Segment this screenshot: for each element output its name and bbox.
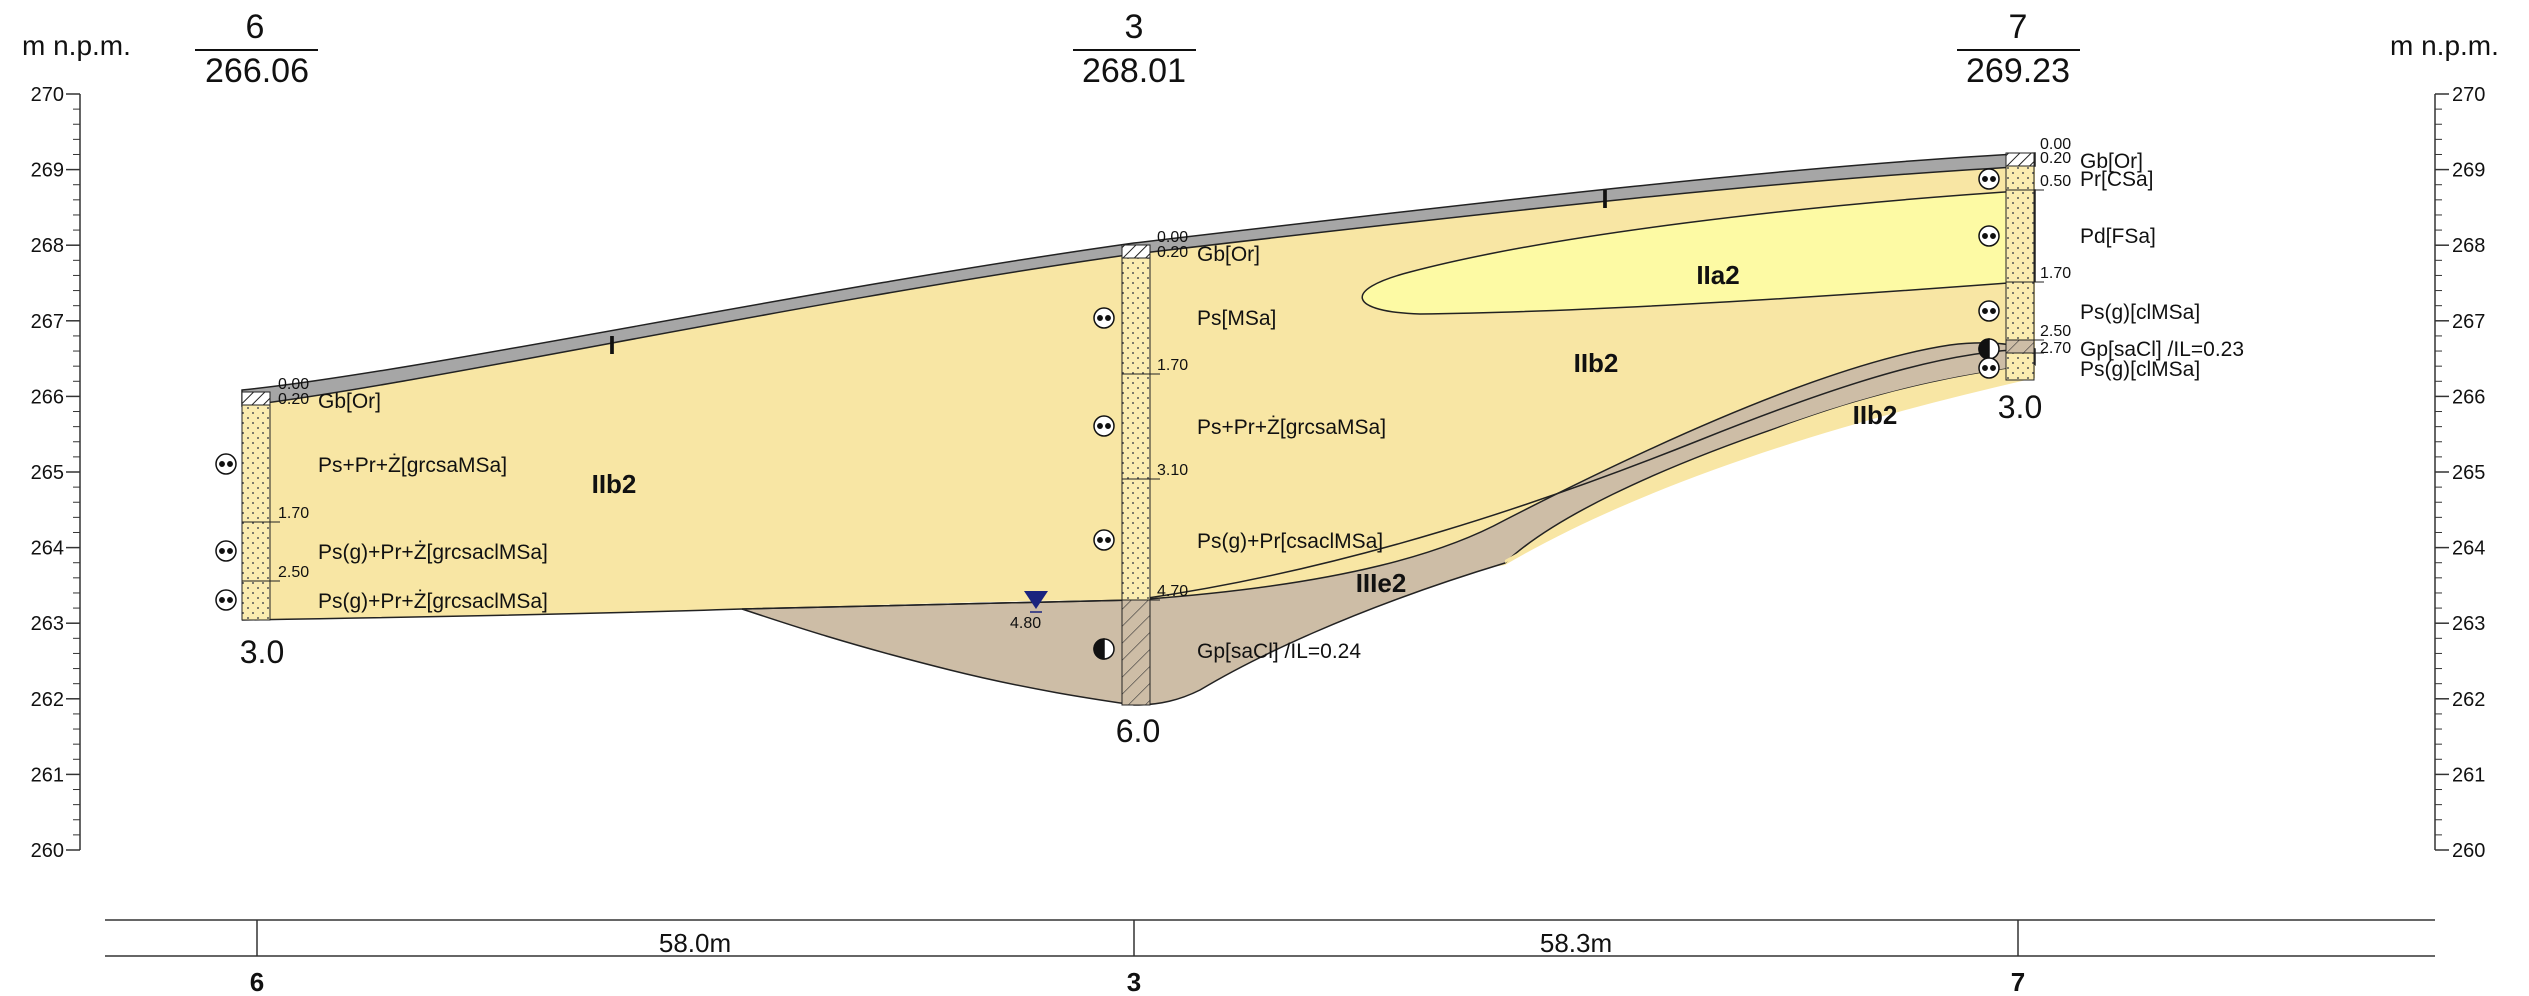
axis-tick-label: 266	[31, 386, 64, 408]
axis-tick-label: 268	[31, 235, 64, 257]
depth-mark: 3.10	[1157, 462, 1188, 479]
left-unit-label: m n.p.m.	[22, 30, 131, 61]
depth-mark: 0.20	[1157, 244, 1188, 261]
depth-mark: 2.50	[278, 564, 309, 581]
borehole-depth-3: 6.0	[1116, 713, 1160, 749]
left-axis-ticks: 270 269 268 267 266 265 264 263 262 261 260	[31, 84, 80, 862]
borehole-header-3: 3 268.01	[1073, 8, 1196, 90]
zone-label: IIb2	[1574, 348, 1619, 378]
depth-mark: 4.70	[1157, 583, 1188, 600]
axis-tick-label: 268	[2452, 235, 2485, 257]
depth-mark: 1.70	[278, 505, 309, 522]
borehole-header-6: 6 266.06	[195, 8, 318, 90]
svg-text:269.23: 269.23	[1966, 52, 2070, 90]
depth-mark: 0.20	[2040, 150, 2071, 167]
topsoil-layer-i	[241, 152, 2036, 407]
layer-label: Ps[MSa]	[1197, 307, 1276, 330]
layer-label: Gb[Or]	[1197, 243, 1260, 266]
sand-lower-boundary	[1505, 365, 2035, 563]
layer-label: Pd[FSa]	[2080, 225, 2156, 248]
groundwater-marker: 4.80	[1010, 591, 1048, 632]
axis-tick-label: 264	[2452, 538, 2485, 560]
axis-tick-label: 270	[2452, 84, 2485, 106]
axis-tick-label: 267	[31, 311, 64, 333]
axis-tick-label: 260	[2452, 840, 2485, 862]
zone-label: IIb2	[1853, 400, 1898, 430]
borehole-id-bottom: 6	[250, 967, 264, 996]
depth-mark: 0.20	[278, 391, 309, 408]
right-unit-label: m n.p.m.	[2390, 30, 2499, 61]
axis-tick-label: 269	[2452, 160, 2485, 182]
layer-label: Ps(g)[clMSa]	[2080, 301, 2200, 324]
axis-tick-label: 263	[2452, 613, 2485, 635]
depth-mark: 0.00	[1157, 229, 1188, 246]
axis-tick-label: 264	[31, 538, 64, 560]
zone-label: I	[1601, 184, 1608, 214]
zone-label: IIb2	[592, 469, 637, 499]
layer-label: Ps(g)+Pr+Ż[grcsaclMSa]	[318, 590, 548, 613]
axis-tick-label: 266	[2452, 386, 2485, 408]
distance-label: 58.0m	[659, 928, 731, 958]
axis-tick-label: 270	[31, 84, 64, 106]
svg-text:6: 6	[246, 8, 265, 46]
axis-tick-label: 265	[2452, 462, 2485, 484]
svg-text:7: 7	[2009, 8, 2028, 46]
axis-tick-label: 267	[2452, 311, 2485, 333]
distance-bar: 58.0m 58.3m 6 3 7	[105, 919, 2435, 996]
right-axis-ticks: 270 269 268 267 266 265 264 263 262 261 260	[2435, 84, 2485, 862]
depth-mark: 0.00	[278, 376, 309, 393]
layer-boundary-line	[741, 348, 2036, 610]
depth-mark: 2.70	[2040, 340, 2071, 357]
layer-label: Gb[Or]	[2080, 150, 2143, 173]
depth-mark: 1.70	[2040, 265, 2071, 282]
depth-mark: 2.50	[2040, 323, 2071, 340]
axis-tick-label: 269	[31, 160, 64, 182]
axis-tick-label: 261	[2452, 764, 2485, 786]
layer-label: Ps(g)+Pr[csaclMSa]	[1197, 530, 1383, 553]
layer-label: Gp[saCl] /IL=0.23	[2080, 338, 2244, 361]
borehole-id-bottom: 7	[2011, 967, 2025, 996]
fine-sand-lens-iia2	[1361, 189, 2036, 315]
depth-mark: 0.00	[2040, 136, 2071, 153]
zone-label: IIIe2	[1356, 568, 1407, 598]
borehole-header-7: 7 269.23	[1957, 8, 2080, 90]
zone-label: IIa2	[1696, 260, 1739, 290]
layer-label: Ps+Pr+Ż[grcsaMSa]	[1197, 416, 1386, 439]
layer-label: Ps(g)[clMSa]	[2080, 358, 2200, 381]
layer-label: Gp[saCl] /IL=0.24	[1197, 640, 1361, 663]
axis-tick-label: 265	[31, 462, 64, 484]
axis-tick-label: 262	[31, 689, 64, 711]
svg-text:268.01: 268.01	[1082, 52, 1186, 90]
distance-label: 58.3m	[1540, 928, 1612, 958]
soil-state-symbols	[215, 168, 2000, 660]
axis-tick-label: 263	[31, 613, 64, 635]
svg-text:3: 3	[1125, 8, 1144, 46]
layer-label: Gb[Or]	[318, 390, 381, 413]
layer-label: Ps+Pr+Ż[grcsaMSa]	[318, 454, 507, 477]
borehole-depth-6: 3.0	[240, 634, 284, 670]
layer-label: Ps(g)+Pr+Ż[grcsaclMSa]	[318, 541, 548, 564]
axis-tick-label: 260	[31, 840, 64, 862]
svg-text:266.06: 266.06	[205, 52, 309, 90]
zone-label: I	[608, 330, 615, 360]
borehole-id-bottom: 3	[1127, 967, 1141, 996]
axis-tick-label: 261	[31, 764, 64, 786]
depth-mark: 1.70	[1157, 357, 1188, 374]
layer-label: Pr[CSa]	[2080, 168, 2154, 191]
axis-tick-label: 262	[2452, 689, 2485, 711]
borehole-depth-7: 3.0	[1998, 389, 2042, 425]
sand-base-line	[241, 608, 743, 621]
water-level-label: 4.80	[1010, 615, 1041, 632]
borehole-column-7	[2005, 152, 2044, 381]
borehole-column-6	[241, 391, 280, 621]
borehole-column-3	[1121, 244, 1160, 706]
depth-mark: 0.50	[2040, 173, 2071, 190]
